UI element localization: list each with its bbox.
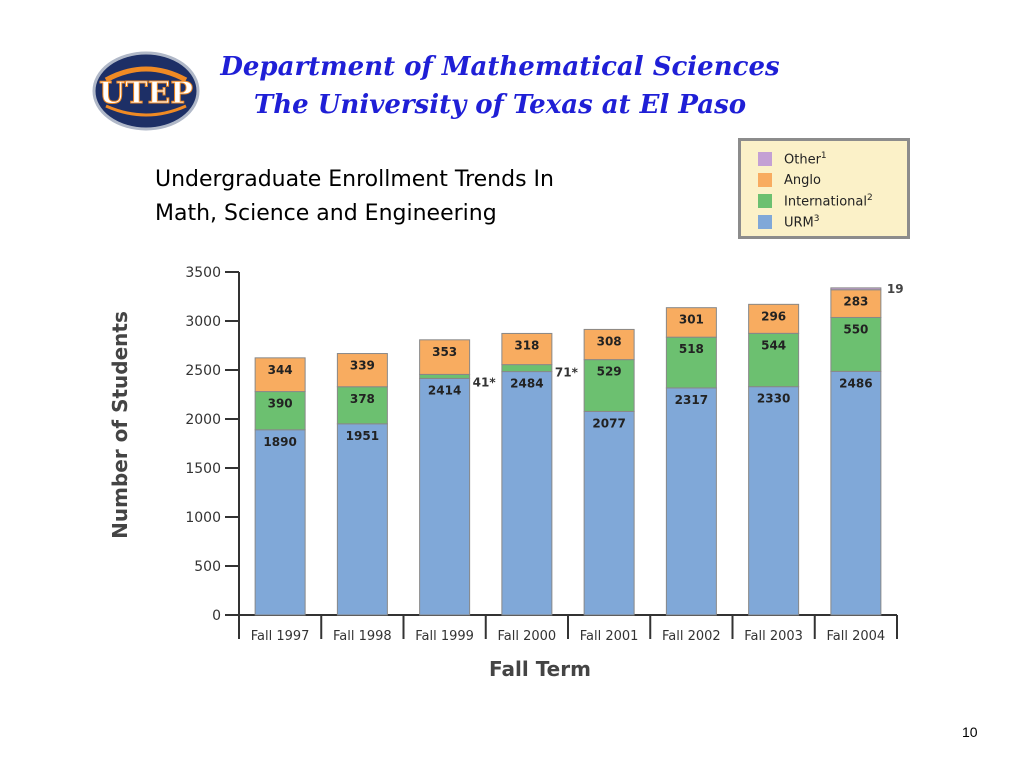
data-label-international: 41* [473, 375, 497, 389]
chart-title: Undergraduate Enrollment Trends In Math,… [155, 163, 554, 231]
legend-label-urm: URM3 [784, 213, 820, 231]
data-label-other: 19 [887, 282, 904, 296]
x-tick-label: Fall 2003 [744, 629, 803, 644]
data-label-international: 544 [761, 338, 786, 352]
bar-segment-urm [336, 423, 388, 616]
bar-segment-other [830, 287, 882, 291]
bar-segment-international [830, 316, 882, 372]
x-tick-label: Fall 1998 [333, 629, 392, 644]
bar-segment-international [419, 373, 471, 379]
data-label-international: 390 [268, 397, 293, 411]
utep-logo: UTEP [92, 51, 200, 131]
data-label-urm: 2486 [839, 376, 872, 390]
x-axis-title: Fall Term [489, 657, 591, 681]
data-label-anglo: 339 [350, 359, 375, 373]
legend-label-other: Other1 [784, 150, 827, 168]
chart-legend: Other1 Anglo International2 URM3 [738, 138, 910, 239]
y-tick-label: 2500 [185, 363, 221, 379]
bar-segment-urm [419, 377, 471, 616]
page-number: 10 [962, 724, 978, 740]
data-label-urm: 2317 [675, 393, 708, 407]
bar-segment-anglo [501, 332, 553, 366]
y-tick-label: 1000 [185, 510, 221, 526]
legend-swatch-anglo [758, 173, 772, 187]
legend-footnote-mark: 2 [866, 192, 873, 203]
legend-footnote-mark: 3 [813, 213, 820, 224]
y-tick-label: 2000 [185, 412, 221, 428]
x-tick-label: Fall 2001 [580, 629, 639, 644]
data-label-anglo: 318 [514, 338, 539, 352]
data-label-anglo: 353 [432, 345, 457, 359]
bar-segment-anglo [419, 339, 471, 375]
bar-segment-urm [830, 370, 882, 616]
legend-item-urm: URM3 [758, 212, 820, 232]
bar-segment-international [336, 386, 388, 425]
bar-segment-urm [583, 410, 635, 616]
y-tick-label: 500 [194, 559, 221, 575]
chart-title-line-1: Undergraduate Enrollment Trends In [155, 167, 554, 192]
data-label-international: 518 [679, 342, 704, 356]
legend-swatch-international [758, 194, 772, 208]
bar-segment-anglo [665, 307, 717, 338]
bar-segment-anglo [254, 357, 306, 393]
bar-segment-international [583, 359, 635, 412]
x-tick-label: Fall 2004 [827, 629, 886, 644]
bar-segment-international [501, 364, 553, 373]
data-label-urm: 2484 [510, 377, 543, 391]
data-label-urm: 2077 [592, 416, 625, 430]
y-tick-label: 0 [212, 608, 221, 624]
legend-label-anglo: Anglo [784, 172, 821, 188]
data-label-anglo: 301 [679, 313, 704, 327]
bar-segment-urm [665, 387, 717, 616]
bar-segment-international [665, 336, 717, 389]
data-label-urm: 1951 [346, 429, 379, 443]
legend-footnote-mark: 1 [820, 150, 827, 161]
y-tick-label: 3000 [185, 314, 221, 330]
bar-segment-international [748, 332, 800, 388]
department-name: Department of Mathematical Sciences [220, 52, 780, 82]
data-label-international: 71* [555, 366, 579, 380]
x-tick-label: Fall 1999 [415, 629, 474, 644]
legend-swatch-urm [758, 215, 772, 229]
data-label-urm: 1890 [263, 435, 296, 449]
data-label-anglo: 344 [268, 363, 293, 377]
bar-segment-anglo [748, 303, 800, 334]
university-name: The University of Texas at El Paso [253, 90, 747, 120]
data-label-urm: 2330 [757, 392, 790, 406]
y-tick-label: 1500 [185, 461, 221, 477]
y-tick-label: 3500 [185, 265, 221, 281]
data-label-anglo: 308 [597, 334, 622, 348]
data-label-urm: 2414 [428, 383, 461, 397]
bar-segment-anglo [830, 289, 882, 318]
y-axis-title: Number of Students [108, 311, 132, 539]
bar-segment-urm [501, 371, 553, 616]
legend-label-international: International2 [784, 192, 873, 210]
x-tick-label: Fall 2002 [662, 629, 721, 644]
data-label-international: 378 [350, 392, 375, 406]
data-label-anglo: 283 [843, 295, 868, 309]
data-label-anglo: 296 [761, 309, 786, 323]
x-tick-label: Fall 2000 [498, 629, 557, 644]
logo-text: UTEP [99, 76, 193, 111]
legend-item-international: International2 [758, 191, 873, 211]
legend-item-other: Other1 [758, 149, 827, 169]
chart-title-line-2: Math, Science and Engineering [155, 201, 497, 226]
data-label-international: 550 [843, 322, 868, 336]
legend-item-anglo: Anglo [758, 170, 821, 190]
x-tick-label: Fall 1997 [251, 629, 310, 644]
bar-segment-international [254, 391, 306, 431]
bar-segment-anglo [583, 328, 635, 361]
bar-segment-urm [748, 386, 800, 616]
legend-swatch-other [758, 152, 772, 166]
data-label-international: 529 [597, 365, 622, 379]
bar-segment-urm [254, 429, 306, 616]
bar-segment-anglo [336, 353, 388, 388]
